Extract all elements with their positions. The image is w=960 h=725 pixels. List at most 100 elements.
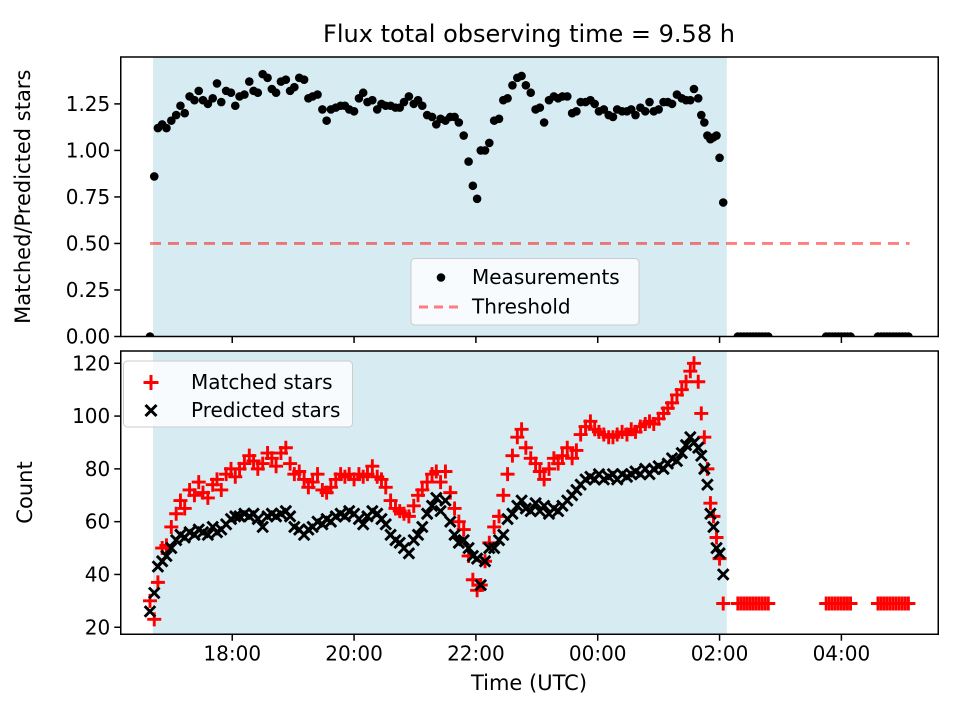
measurement-point: [162, 123, 171, 133]
x-tick-label: 22:00: [447, 641, 505, 665]
measurements-legend-marker-icon: [436, 273, 446, 282]
matched-point: [679, 374, 694, 389]
matched-point: [761, 596, 776, 611]
predicted-stars-series: [143, 430, 730, 618]
predicted-point: [537, 499, 551, 513]
measurement-point: [693, 94, 703, 103]
measurement-point: [180, 108, 190, 118]
matched-point: [200, 490, 215, 505]
measurement-point: [562, 92, 572, 101]
measurement-point: [521, 80, 531, 90]
matched-stars-legend-marker-icon: [143, 375, 159, 390]
predicted-point: [704, 507, 717, 521]
matched-point: [569, 443, 584, 458]
predicted-point: [429, 491, 443, 505]
predicted-point: [443, 515, 457, 528]
measurement-point: [368, 95, 377, 105]
measurement-point: [599, 105, 609, 114]
x-tick-label: 02:00: [691, 641, 749, 665]
x-tick-label: 04:00: [813, 641, 871, 665]
predicted-point: [698, 462, 711, 476]
measurement-point: [349, 107, 359, 116]
matched-stars-series: [142, 356, 916, 627]
measurement-point: [689, 84, 699, 94]
measurement-point: [290, 82, 299, 92]
predicted-point: [691, 441, 705, 455]
y-tick-label: 0.50: [66, 231, 111, 255]
measurement-point: [208, 94, 218, 103]
measurement-point: [167, 116, 176, 125]
y-tick-label: 100: [72, 404, 110, 428]
measurement-point: [517, 71, 526, 81]
matched-point: [438, 464, 453, 479]
matched-point: [518, 440, 533, 455]
matched-point: [209, 472, 224, 487]
measurement-point: [240, 90, 249, 99]
matched-point: [283, 456, 298, 471]
measurement-point: [590, 99, 599, 109]
bottom-legend: Matched stars Predicted stars: [123, 360, 353, 428]
matched-point: [420, 475, 435, 490]
matched-point: [560, 440, 575, 455]
predicted-stars-legend-marker-icon: [144, 403, 158, 418]
measurement-point: [226, 88, 236, 98]
measurement-point: [696, 110, 706, 120]
predicted-point: [487, 541, 501, 555]
measurement-point: [508, 80, 517, 90]
y-tick-label: 1.00: [66, 138, 111, 162]
measurement-point: [322, 116, 331, 125]
matched-point: [406, 498, 421, 513]
top-y-axis-label: Matched/Predicted stars: [11, 70, 35, 324]
measurement-point: [313, 90, 322, 99]
matched-point: [378, 480, 393, 495]
predicted-point: [283, 510, 297, 523]
matched-point: [703, 496, 718, 511]
measurement-point: [667, 99, 677, 109]
matched-point: [169, 506, 184, 521]
predicted-point: [713, 547, 726, 560]
measurement-point: [608, 112, 618, 122]
measurement-point: [203, 99, 213, 109]
measurement-point: [176, 101, 185, 111]
predicted-point: [675, 446, 689, 460]
x-tick-label: 18:00: [203, 641, 261, 665]
matched-point: [532, 464, 547, 479]
measurement-point: [404, 92, 414, 101]
measurement-point: [216, 97, 226, 107]
matched-point: [383, 493, 398, 508]
predicted-point: [515, 494, 528, 507]
measurements-legend-label: Measurements: [472, 265, 620, 289]
matched-point: [451, 514, 466, 529]
matched-point: [686, 356, 701, 371]
measurement-point: [712, 131, 721, 140]
measurement-point: [263, 73, 272, 83]
predicted-point: [694, 449, 708, 462]
matched-point: [255, 456, 270, 471]
measurement-point: [526, 88, 536, 98]
predicted-point: [506, 507, 519, 521]
predicted-point: [478, 554, 492, 568]
predicted-point: [701, 478, 714, 492]
matched-point: [297, 472, 312, 487]
matched-point: [674, 382, 689, 397]
x-tick-label: 00:00: [569, 641, 627, 665]
predicted-point: [524, 504, 538, 518]
x-tick-label: 20:00: [325, 641, 383, 665]
matched-point: [665, 395, 680, 410]
measurement-point: [700, 118, 709, 127]
matched-point: [150, 575, 165, 590]
measurement-point: [484, 138, 494, 148]
predicted-point: [474, 578, 488, 592]
measurement-point: [244, 77, 254, 86]
matched-point: [573, 427, 588, 442]
measurement-point: [299, 75, 309, 85]
threshold-legend-label: Threshold: [471, 295, 571, 319]
matched-point: [433, 475, 448, 490]
measurement-point: [686, 95, 695, 105]
matched-point: [187, 488, 202, 503]
predicted-point: [356, 517, 370, 531]
measurement-point: [654, 105, 663, 114]
matched-point: [500, 467, 515, 482]
matched-point: [716, 596, 731, 611]
